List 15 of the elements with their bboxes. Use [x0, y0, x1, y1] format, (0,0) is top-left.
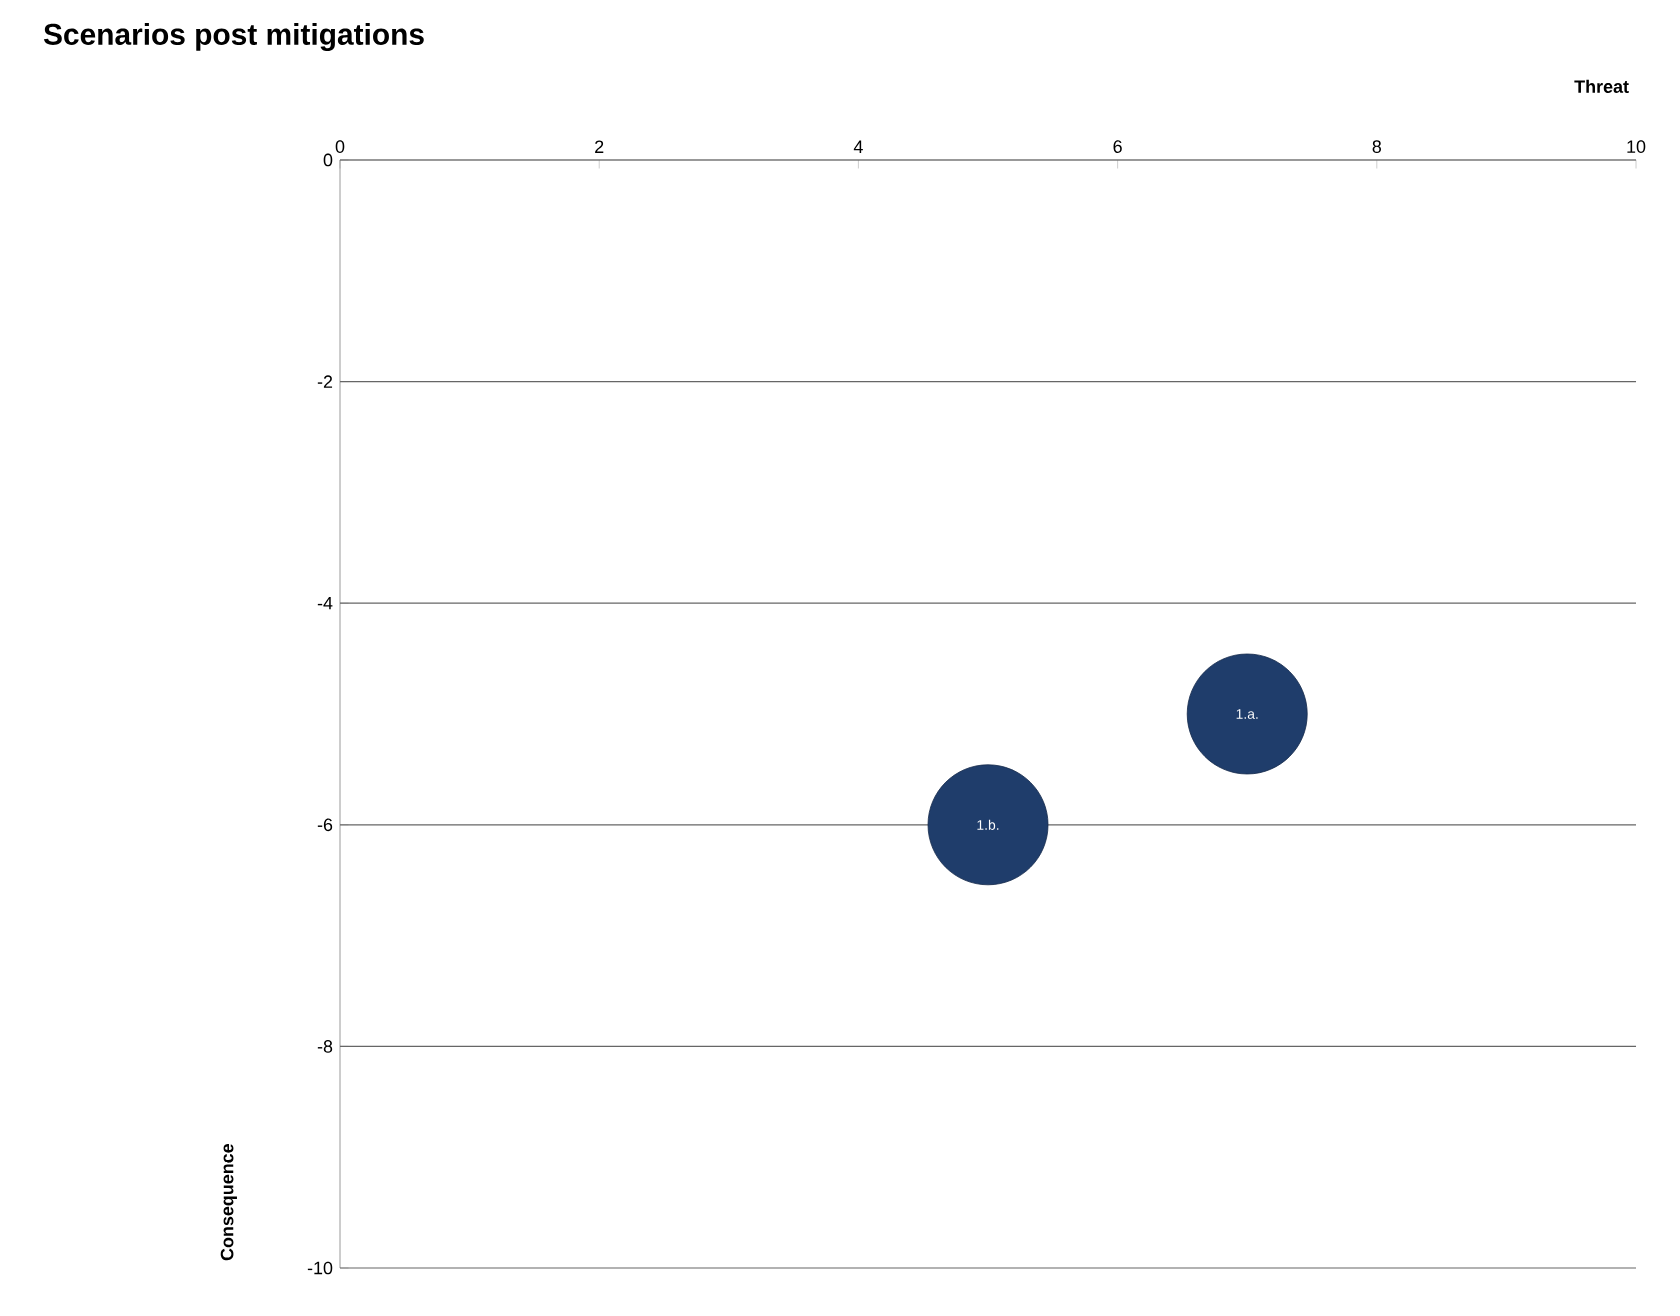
x-tick-label: 6 — [1113, 140, 1122, 153]
x-axis-title: Threat — [1574, 79, 1629, 93]
y-tick-label: -2 — [317, 375, 333, 388]
x-tick-label: 0 — [335, 140, 345, 153]
y-tick-label: -10 — [307, 1261, 333, 1275]
x-tick-label: 10 — [1627, 140, 1646, 153]
x-tick-label: 4 — [853, 140, 863, 153]
y-tick-label: -4 — [317, 597, 333, 610]
x-tick-label: 8 — [1372, 140, 1382, 153]
y-tick-label: -8 — [317, 1040, 333, 1053]
y-axis-title: Consequence — [220, 1143, 237, 1261]
x-tick-label: 2 — [595, 140, 604, 153]
y-tick-label: 0 — [323, 153, 333, 167]
chart-title: Scenarios post mitigations — [43, 23, 424, 52]
y-tick-label: -6 — [317, 818, 333, 832]
